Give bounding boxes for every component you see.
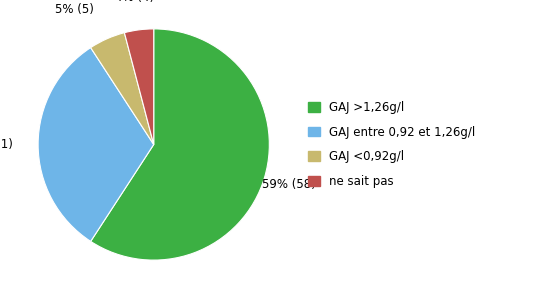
Wedge shape xyxy=(38,48,154,241)
Wedge shape xyxy=(91,29,269,260)
Legend: GAJ >1,26g/l, GAJ entre 0,92 et 1,26g/l, GAJ <0,92g/l, ne sait pas: GAJ >1,26g/l, GAJ entre 0,92 et 1,26g/l,… xyxy=(308,101,475,188)
Text: 32% (31): 32% (31) xyxy=(0,138,13,151)
Text: 59% (58): 59% (58) xyxy=(262,178,316,191)
Wedge shape xyxy=(125,29,154,144)
Text: 4% (4): 4% (4) xyxy=(115,0,154,4)
Wedge shape xyxy=(91,33,154,144)
Text: 5% (5): 5% (5) xyxy=(55,3,94,16)
